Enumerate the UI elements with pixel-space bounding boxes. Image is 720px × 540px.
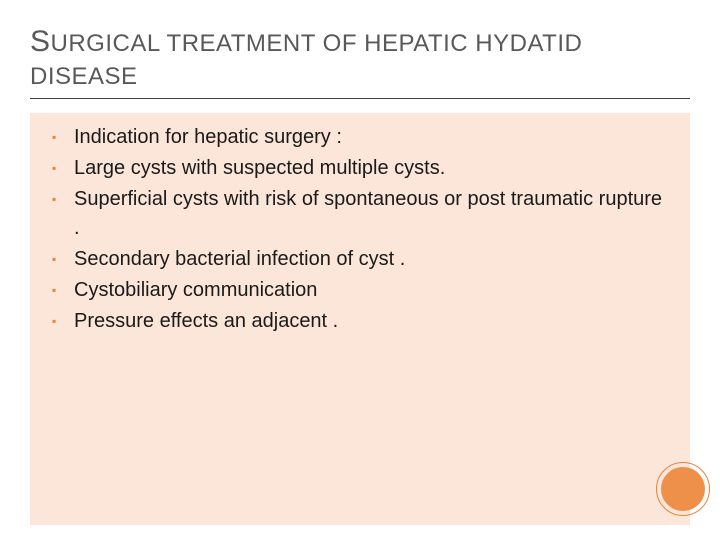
list-item: Secondary bacterial infection of cyst . xyxy=(48,245,672,274)
content-box: Indication for hepatic surgery : Large c… xyxy=(30,113,690,525)
title-bigcap: S xyxy=(30,25,51,58)
list-item: Indication for hepatic surgery : xyxy=(48,123,672,152)
list-item: Cystobiliary communication xyxy=(48,276,672,305)
slide: SURGICAL TREATMENT OF HEPATIC HYDATID DI… xyxy=(0,0,720,540)
circle-fill-icon xyxy=(661,467,705,511)
title-rule xyxy=(30,98,690,99)
list-item: Superficial cysts with risk of spontaneo… xyxy=(48,185,672,243)
corner-decoration xyxy=(656,462,710,516)
list-item: Large cysts with suspected multiple cyst… xyxy=(48,154,672,183)
slide-title: SURGICAL TREATMENT OF HEPATIC HYDATID DI… xyxy=(30,22,690,92)
bullet-list: Indication for hepatic surgery : Large c… xyxy=(48,123,672,336)
title-line1: URGICAL TREATMENT OF HEPATIC HYDATID xyxy=(51,30,583,57)
title-line2: DISEASE xyxy=(30,63,138,90)
list-item: Pressure effects an adjacent . xyxy=(48,307,672,336)
